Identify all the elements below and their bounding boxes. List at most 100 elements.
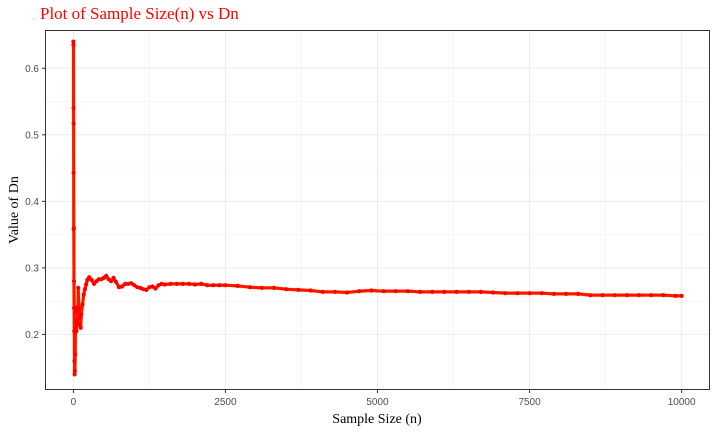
- data-point: [91, 281, 97, 286]
- data-point: [503, 291, 508, 296]
- data-point: [74, 309, 80, 314]
- data-point: [76, 285, 81, 290]
- data-point: [87, 275, 92, 280]
- data-point: [320, 289, 325, 294]
- data-point: [205, 283, 210, 288]
- data-point: [81, 292, 86, 297]
- data-point: [296, 287, 301, 292]
- data-point: [624, 293, 629, 298]
- y-tick-label: 0.4: [25, 197, 39, 208]
- data-point: [308, 288, 313, 293]
- data-point: [679, 293, 684, 298]
- data-point: [71, 106, 76, 111]
- data-point: [417, 289, 423, 294]
- data-point: [271, 285, 277, 290]
- data-point: [122, 281, 128, 286]
- data-point: [478, 289, 484, 294]
- x-axis-label: Sample Size (n): [332, 412, 422, 427]
- data-point: [71, 42, 76, 48]
- data-point: [186, 281, 192, 286]
- data-point: [71, 170, 76, 175]
- data-point: [490, 290, 496, 295]
- data-point: [113, 279, 119, 284]
- data-point: [600, 293, 605, 298]
- data-point: [661, 293, 666, 298]
- data-point: [381, 289, 386, 294]
- chart-title: Plot of Sample Size(n) vs Dn: [40, 4, 239, 23]
- data-point: [71, 225, 76, 231]
- data-point: [223, 283, 228, 288]
- data-point: [74, 329, 79, 334]
- data-point: [247, 285, 252, 290]
- data-point: [192, 282, 198, 287]
- x-tick-label: 2500: [214, 397, 237, 408]
- data-point: [649, 293, 654, 298]
- data-point: [168, 281, 173, 286]
- data-point: [79, 312, 84, 317]
- data-point: [77, 322, 82, 327]
- y-tick-label: 0.3: [25, 263, 39, 274]
- data-point: [430, 289, 435, 294]
- data-point: [235, 283, 240, 288]
- data-point: [104, 273, 109, 278]
- data-point: [454, 289, 459, 294]
- data-point: [84, 282, 89, 287]
- x-tick-label: 0: [71, 397, 77, 408]
- data-point: [211, 283, 216, 288]
- data-point: [78, 325, 83, 330]
- data-point: [71, 279, 77, 284]
- data-point: [76, 305, 81, 310]
- data-point: [72, 358, 77, 364]
- data-point: [284, 287, 289, 292]
- data-point: [153, 286, 158, 291]
- data-point: [71, 39, 76, 44]
- data-point: [73, 352, 78, 357]
- data-point: [174, 281, 179, 286]
- data-point: [344, 290, 350, 295]
- data-point: [199, 281, 204, 286]
- axis-ticks: 0 2500 5000 7500 10000 0.2 0.3 0.4 0.5 0.6: [25, 64, 696, 408]
- data-point: [563, 291, 569, 296]
- data-point: [73, 305, 78, 310]
- y-tick-label: 0.2: [25, 330, 39, 341]
- data-series: [71, 39, 684, 377]
- data-point: [612, 293, 617, 298]
- data-point: [393, 289, 398, 294]
- x-tick-label: 5000: [366, 397, 389, 408]
- data-point: [576, 291, 581, 296]
- data-point: [74, 319, 79, 324]
- data-point: [82, 287, 88, 292]
- data-point: [369, 288, 374, 293]
- data-point: [129, 281, 134, 286]
- data-point: [144, 287, 149, 292]
- data-point: [111, 275, 116, 280]
- data-point: [73, 325, 78, 330]
- data-point: [132, 283, 137, 288]
- data-point: [636, 293, 642, 298]
- data-point: [162, 282, 167, 287]
- data-point: [405, 289, 411, 294]
- data-point: [332, 289, 338, 294]
- x-tick-label: 10000: [668, 397, 696, 408]
- x-tick-label: 7500: [518, 397, 541, 408]
- data-point: [77, 315, 83, 320]
- y-tick-label: 0.6: [25, 64, 39, 75]
- data-point: [588, 293, 593, 298]
- data-point: [551, 291, 556, 296]
- data-point: [119, 284, 125, 289]
- data-point: [515, 291, 520, 296]
- data-point: [108, 279, 114, 284]
- data-point: [72, 368, 77, 374]
- data-point: [539, 291, 544, 296]
- data-point: [217, 283, 222, 288]
- data-point: [442, 289, 447, 294]
- grid-lines: [46, 31, 709, 389]
- data-point: [527, 291, 532, 296]
- y-axis-label: Value of Dn: [7, 176, 22, 244]
- y-tick-label: 0.5: [25, 130, 39, 141]
- data-point: [89, 277, 94, 282]
- data-point: [150, 284, 155, 289]
- data-point: [357, 289, 362, 294]
- data-point: [71, 121, 76, 126]
